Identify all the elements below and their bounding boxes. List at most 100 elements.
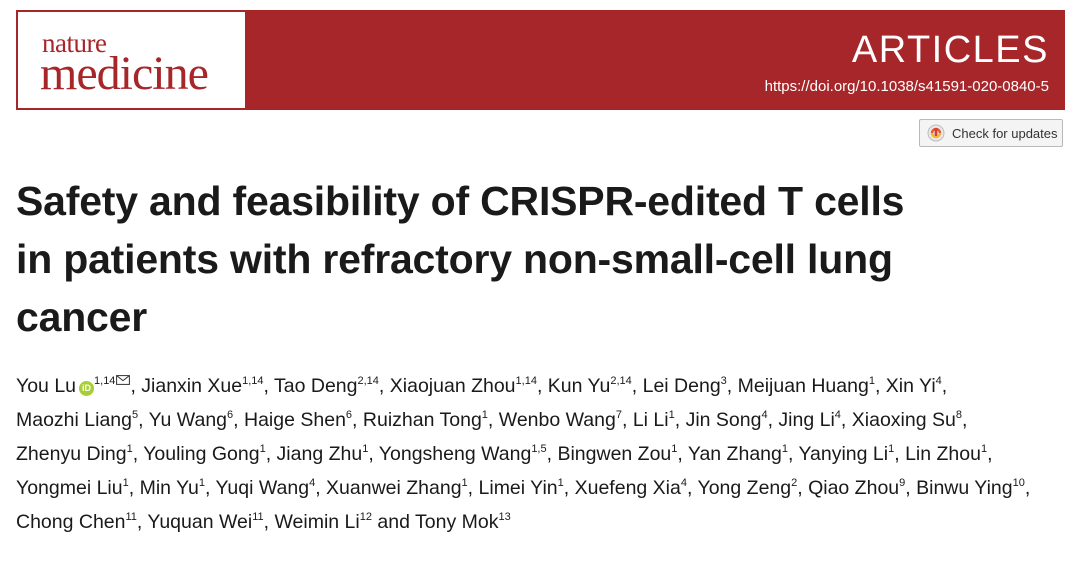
affiliation-superscript: 4: [680, 477, 687, 489]
author-name[interactable]: Qiao Zhou9: [808, 477, 905, 499]
author-name-text: Yongmei Liu: [16, 477, 123, 499]
author-name-text: Binwu Ying: [916, 477, 1013, 499]
author-name[interactable]: Lin Zhou1: [905, 443, 987, 465]
author-name[interactable]: Ruizhan Tong1: [363, 409, 488, 431]
author-name-text: Ruizhan Tong: [362, 409, 482, 431]
author-name-text: Jin Song: [685, 409, 762, 431]
author-name[interactable]: Chong Chen11: [16, 511, 137, 533]
affiliation-superscript: 4: [834, 409, 841, 421]
author-name[interactable]: Xuefeng Xia4: [575, 477, 687, 499]
author-name[interactable]: Binwu Ying10: [916, 477, 1025, 499]
author-name-text: Wenbo Wang: [498, 409, 616, 431]
article-title: Safety and feasibility of CRISPR-edited …: [16, 172, 1056, 346]
author-name[interactable]: Yuquan Wei11: [147, 511, 263, 533]
affiliation-superscript: 1: [362, 443, 369, 455]
author-name[interactable]: Lei Deng3: [643, 375, 727, 397]
author-name-text: Yu Wang: [148, 409, 228, 431]
author-name-text: Jianxin Xue: [141, 375, 243, 397]
affiliation-superscript: 7: [615, 409, 622, 421]
affiliation-superscript: 9: [899, 477, 906, 489]
logo-nature-text: nature: [42, 28, 107, 58]
author-name[interactable]: Xiaojuan Zhou1,14: [390, 375, 537, 397]
doi-link[interactable]: https://doi.org/10.1038/s41591-020-0840-…: [764, 78, 1049, 95]
author-name-text: Maozhi Liang: [16, 409, 132, 431]
affiliation-superscript: 1: [888, 443, 895, 455]
author-name[interactable]: Xuanwei Zhang1: [326, 477, 468, 499]
affiliation-superscript: 1: [557, 477, 564, 489]
envelope-icon[interactable]: [116, 375, 131, 385]
author-name-text: Xiaojuan Zhou: [389, 375, 516, 397]
affiliation-superscript: 6: [227, 409, 234, 421]
author-name-text: Lin Zhou: [905, 443, 981, 465]
author-name-text: Bingwen Zou: [557, 443, 672, 465]
author-name-text: Tony Mok: [415, 511, 499, 533]
journal-logo[interactable]: nature medicine: [18, 12, 245, 108]
author-name[interactable]: Wenbo Wang7: [499, 409, 622, 431]
affiliation-superscript: 8: [955, 409, 962, 421]
author-name[interactable]: Yongmei Liu1: [16, 477, 129, 499]
affiliation-superscript: 1: [259, 443, 266, 455]
journal-banner: nature medicine ARTICLES https://doi.org…: [16, 10, 1065, 110]
affiliation-superscript: 1: [126, 443, 133, 455]
affiliation-superscript: 12: [359, 511, 372, 523]
author-name[interactable]: Li Li1: [633, 409, 675, 431]
author-name[interactable]: Yu Wang6: [149, 409, 234, 431]
author-name[interactable]: Yongsheng Wang1,5: [379, 443, 547, 465]
author-name[interactable]: Bingwen Zou1: [557, 443, 677, 465]
author-name-text: Li Li: [632, 409, 669, 431]
author-name[interactable]: Tony Mok13: [415, 511, 511, 533]
affiliation-superscript: 1: [668, 409, 675, 421]
author-name[interactable]: Jin Song4: [686, 409, 768, 431]
author-name[interactable]: Weimin Li12: [274, 511, 372, 533]
author-name-text: Xin Yi: [885, 375, 936, 397]
affiliation-superscript: 10: [1012, 477, 1025, 489]
author-name[interactable]: Kun Yu2,14: [548, 375, 632, 397]
author-conjunction: and: [377, 511, 410, 533]
author-name-text: You Lu: [16, 375, 77, 397]
affiliation-superscript: 1: [198, 477, 205, 489]
affiliation-superscript: 1: [868, 375, 875, 387]
author-name[interactable]: Xin Yi4: [886, 375, 942, 397]
orcid-icon[interactable]: iD: [79, 381, 95, 396]
affiliation-superscript: 11: [125, 511, 137, 523]
author-name-text: Youling Gong: [143, 443, 260, 465]
author-name-text: Kun Yu: [547, 375, 611, 397]
author-name-text: Min Yu: [139, 477, 199, 499]
affiliation-superscript: 1: [980, 443, 988, 455]
author-list: You Lu iD1,14, Jianxin Xue1,14, Tao Deng2…: [16, 375, 1031, 533]
author-name[interactable]: Youling Gong1: [143, 443, 266, 465]
author-name-text: Tao Deng: [274, 375, 358, 397]
author-name[interactable]: Haige Shen6: [244, 409, 352, 431]
author-name[interactable]: You Lu iD1,14: [16, 375, 131, 397]
affiliation-superscript: 13: [498, 511, 511, 523]
author-name[interactable]: Tao Deng2,14: [274, 375, 379, 397]
author-name[interactable]: Yan Zhang1: [688, 443, 788, 465]
author-name[interactable]: Jiang Zhu1: [277, 443, 369, 465]
author-name-text: Yan Zhang: [687, 443, 782, 465]
author-name[interactable]: Yong Zeng2: [697, 477, 797, 499]
author-name[interactable]: Yuqi Wang4: [215, 477, 315, 499]
title-line: cancer: [16, 294, 148, 340]
author-name-text: Limei Yin: [478, 477, 558, 499]
affiliation-superscript: 5: [132, 409, 139, 421]
affiliation-superscript: 3: [720, 375, 727, 387]
author-name-text: Xiaoxing Su: [851, 409, 956, 431]
author-name-text: Meijuan Huang: [737, 375, 869, 397]
author-name[interactable]: Xiaoxing Su8: [852, 409, 962, 431]
affiliation-superscript: 1: [781, 443, 788, 455]
check-for-updates-button[interactable]: Check for updates: [919, 119, 1063, 147]
author-name[interactable]: Jianxin Xue1,14: [141, 375, 263, 397]
affiliation-superscript: 1,14: [242, 375, 264, 387]
affiliation-superscript: 2,14: [610, 375, 632, 387]
author-name[interactable]: Jing Li4: [778, 409, 841, 431]
author-name[interactable]: Meijuan Huang1: [738, 375, 875, 397]
author-name[interactable]: Maozhi Liang5: [16, 409, 138, 431]
affiliation-superscript: 1,14: [515, 375, 537, 387]
author-name[interactable]: Zhenyu Ding1: [16, 443, 133, 465]
author-name[interactable]: Limei Yin1: [479, 477, 564, 499]
author-name-text: Xuanwei Zhang: [326, 477, 462, 499]
author-name[interactable]: Min Yu1: [140, 477, 205, 499]
author-name[interactable]: Yanying Li1: [798, 443, 894, 465]
title-line: in patients with refractory non-small-ce…: [16, 236, 893, 282]
affiliation-superscript: 4: [761, 409, 768, 421]
